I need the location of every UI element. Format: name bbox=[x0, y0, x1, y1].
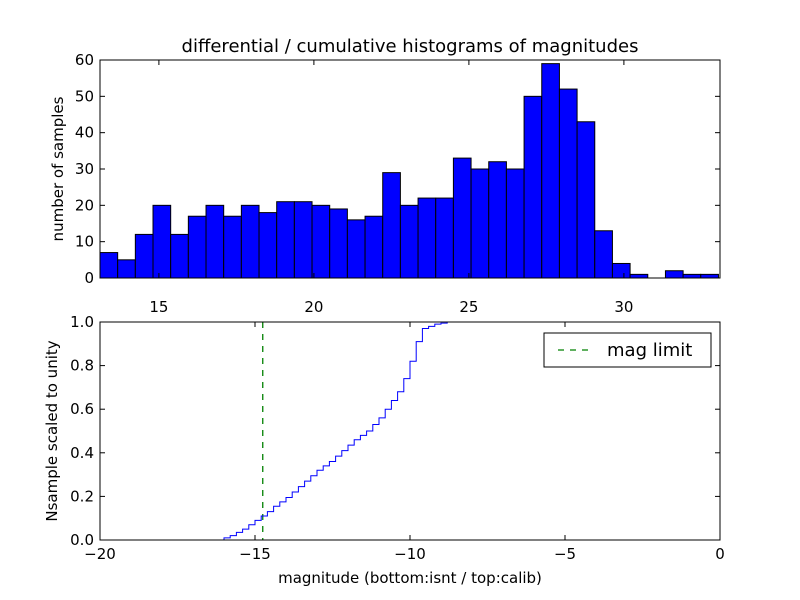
histogram-bar bbox=[364, 215, 384, 279]
bottom-cumulative-plot: 0.0 0.2 0.4 0.6 0.8 1.0 −20 −15 −10 −5 0 Nsample … bbox=[43, 313, 725, 587]
y-tick-label: 0.2 bbox=[70, 487, 94, 505]
histogram-bar bbox=[152, 204, 172, 279]
histogram-bar bbox=[558, 88, 578, 279]
histogram-bar bbox=[187, 215, 207, 279]
histogram-bar bbox=[134, 233, 154, 279]
bottom-x-axis-label: magnitude (bottom:isnt / top:calib) bbox=[278, 569, 542, 587]
histogram-bar bbox=[399, 204, 419, 279]
y-tick-label: 30 bbox=[75, 160, 94, 178]
x-tick-label: 25 bbox=[459, 298, 478, 316]
histogram-bar bbox=[594, 230, 613, 279]
histogram-bar bbox=[223, 215, 242, 279]
y-tick-label: 0.8 bbox=[70, 357, 94, 375]
histogram-bar bbox=[293, 201, 313, 279]
cumulative-step-line bbox=[100, 321, 719, 541]
bottom-y-axis-label: Nsample scaled to unity bbox=[43, 340, 61, 521]
histogram-bar bbox=[576, 121, 596, 279]
histogram-bar bbox=[505, 168, 525, 279]
histogram-bar bbox=[329, 208, 348, 279]
bottom-y-ticks: 0.0 0.2 0.4 0.6 0.8 1.0 bbox=[70, 313, 720, 549]
x-tick-label: −20 bbox=[84, 545, 116, 563]
y-tick-label: 0.0 bbox=[70, 531, 94, 549]
histogram-bar bbox=[205, 204, 225, 279]
top-x-ticks: 15 20 25 30 bbox=[149, 60, 633, 316]
histogram-bar bbox=[664, 270, 684, 279]
histogram-bar bbox=[258, 212, 278, 279]
histogram-bar bbox=[629, 273, 649, 279]
x-tick-label: −10 bbox=[394, 545, 426, 563]
y-tick-label: 60 bbox=[75, 51, 94, 69]
y-tick-label: 0 bbox=[84, 269, 94, 287]
bottom-x-ticks: −20 −15 −10 −5 0 bbox=[84, 322, 725, 563]
y-tick-label: 40 bbox=[75, 124, 94, 142]
legend-label: mag limit bbox=[607, 340, 692, 361]
histogram-bar bbox=[470, 168, 490, 279]
y-tick-label: 10 bbox=[75, 233, 94, 251]
histogram-bar bbox=[452, 157, 472, 279]
figure-title: differential / cumulative histograms of … bbox=[182, 36, 639, 57]
histogram-bar bbox=[611, 262, 631, 279]
x-tick-label: −5 bbox=[554, 545, 576, 563]
x-tick-label: −15 bbox=[239, 545, 271, 563]
x-tick-label: 0 bbox=[715, 545, 725, 563]
histogram-bar bbox=[382, 172, 401, 279]
histogram-bar bbox=[99, 252, 119, 279]
legend: mag limit bbox=[543, 332, 712, 368]
y-tick-label: 0.6 bbox=[70, 400, 94, 418]
x-tick-label: 20 bbox=[304, 298, 323, 316]
y-tick-label: 1.0 bbox=[70, 313, 94, 331]
histogram-bar bbox=[276, 201, 295, 279]
top-y-ticks: 0 10 20 30 40 50 60 bbox=[75, 51, 720, 287]
x-tick-label: 30 bbox=[614, 298, 633, 316]
y-tick-label: 50 bbox=[75, 87, 94, 105]
top-y-axis-label: number of samples bbox=[49, 96, 67, 241]
histogram-bar bbox=[541, 63, 560, 279]
histogram-bar bbox=[311, 204, 331, 279]
histogram-bar bbox=[117, 259, 136, 279]
histogram-bar bbox=[488, 161, 507, 279]
top-histogram: 0 10 20 30 40 50 60 15 20 25 30 number of samples bbox=[49, 51, 721, 316]
histogram-bar bbox=[435, 197, 454, 279]
histogram-bar bbox=[240, 204, 260, 279]
y-tick-label: 20 bbox=[75, 196, 94, 214]
histogram-bar bbox=[700, 273, 719, 279]
y-tick-label: 0.4 bbox=[70, 444, 94, 462]
x-tick-label: 15 bbox=[149, 298, 168, 316]
histogram-bar bbox=[523, 95, 543, 279]
histogram-bar bbox=[682, 273, 702, 279]
histogram-bar bbox=[346, 219, 366, 279]
histogram-bar bbox=[417, 197, 437, 279]
histogram-bar bbox=[170, 233, 189, 279]
histogram-bars bbox=[99, 63, 719, 279]
